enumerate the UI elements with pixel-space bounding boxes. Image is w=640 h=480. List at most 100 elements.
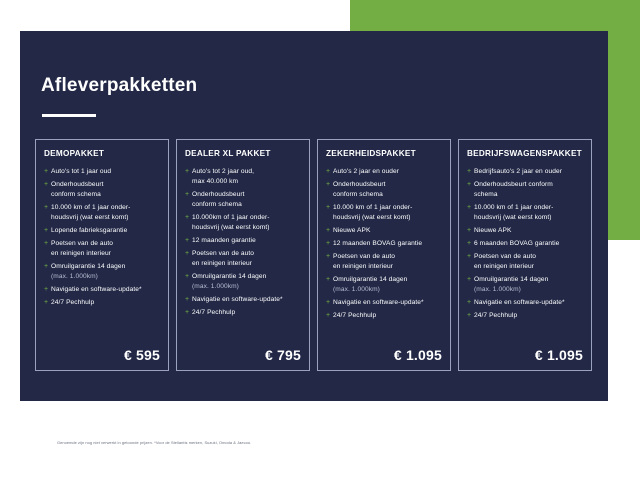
package-feature-line: conform schema — [192, 201, 242, 208]
package-price: € 595 — [123, 347, 160, 363]
package-feature-text: 6 maanden BOVAG garantie — [474, 239, 559, 249]
package-feature-item: + Poetsen van de auto en reinigen interieu… — [467, 252, 583, 272]
package-feature-text: Onderhoudsbeurt conform schema — [474, 180, 553, 200]
package-feature-text: Omruilgarantie 14 dagen (max. 1.000km) — [333, 275, 407, 295]
plus-bullet-icon: + — [326, 299, 331, 306]
package-feature-line: 10.000 km of 1 jaar onder- — [474, 204, 554, 211]
plus-bullet-icon: + — [185, 273, 190, 280]
package-feature-list: + Bedrijfsauto's 2 jaar en ouder + Onderhou… — [467, 167, 583, 339]
package-feature-line: Navigatie en software-update* — [51, 286, 142, 293]
package-feature-text: 12 maanden garantie — [192, 236, 256, 246]
package-feature-line: 12 maanden BOVAG garantie — [333, 240, 423, 247]
package-feature-text: Poetsen van de auto en reinigen interieur — [474, 252, 536, 272]
plus-bullet-icon: + — [326, 204, 331, 211]
package-feature-text: Navigatie en software-update* — [192, 295, 283, 305]
package-feature-item: + Omruilgarantie 14 dagen (max. 1.000km) — [467, 275, 583, 295]
package-feature-item: +12 maanden garantie — [185, 236, 301, 246]
package-feature-item: +12 maanden BOVAG garantie — [326, 239, 442, 249]
package-card[interactable]: DEMOPAKKET + Auto's tot 1 jaar oud + Onderho… — [35, 139, 169, 371]
package-feature-item: + Nieuwe APK — [326, 226, 442, 236]
plus-bullet-icon: + — [326, 227, 331, 234]
package-feature-line: (max. 1.000km) — [192, 283, 239, 290]
package-feature-line: 12 maanden garantie — [192, 237, 256, 244]
package-card-title: ZEKERHEIDSPAKKET — [326, 149, 416, 158]
package-feature-text: Onderhoudsbeurt conform schema — [333, 180, 386, 200]
package-feature-item: + Omruilgarantie 14 dagen (max. 1.000km) — [44, 262, 160, 282]
package-feature-line: conform schema — [51, 191, 101, 198]
package-feature-item: +10.000km of 1 jaar onder-houdsvrij (wat… — [185, 213, 301, 233]
plus-bullet-icon: + — [467, 276, 472, 283]
plus-bullet-icon: + — [467, 168, 472, 175]
package-feature-line: (max. 1.000km) — [51, 273, 98, 280]
plus-bullet-icon: + — [467, 299, 472, 306]
plus-bullet-icon: + — [44, 227, 49, 234]
package-feature-list: + Auto's tot 2 jaar oud, max 40.000 km + Ond… — [185, 167, 301, 339]
package-feature-line: Bedrijfsauto's 2 jaar en ouder — [474, 168, 562, 175]
package-feature-item: +24/7 Pechhulp — [185, 308, 301, 318]
package-feature-line: Nieuwe APK — [474, 227, 512, 234]
package-card[interactable]: DEALER XL PAKKET + Auto's tot 2 jaar oud, m… — [176, 139, 310, 371]
package-price: € 1.095 — [534, 347, 583, 363]
package-feature-item: + Navigatie en software-update* — [467, 298, 583, 308]
package-feature-item: + Omruilgarantie 14 dagen (max. 1.000km) — [326, 275, 442, 295]
package-feature-text: 10.000 km of 1 jaar onder-houdsvrij (wat… — [51, 203, 130, 223]
package-feature-item: + Navigatie en software-update* — [185, 295, 301, 305]
package-feature-line: Auto's tot 1 jaar oud — [51, 168, 112, 175]
plus-bullet-icon: + — [467, 181, 472, 188]
package-feature-item: +24/7 Pechhulp — [326, 311, 442, 321]
package-feature-line: houdsvrij (wat eerst komt) — [333, 214, 411, 221]
package-feature-line: en reinigen interieur — [474, 263, 534, 270]
package-feature-line: Auto's 2 jaar en ouder — [333, 168, 400, 175]
package-feature-item: + Bedrijfsauto's 2 jaar en ouder — [467, 167, 583, 177]
package-feature-text: 10.000 km of 1 jaar onder-houdsvrij (wat… — [333, 203, 412, 223]
package-feature-line: 10.000km of 1 jaar onder- — [192, 214, 270, 221]
green-accent-bar-side — [608, 32, 640, 240]
plus-bullet-icon: + — [467, 240, 472, 247]
package-feature-text: Nieuwe APK — [333, 226, 370, 236]
package-feature-item: + Onderhoudsbeurt conform schema — [326, 180, 442, 200]
plus-bullet-icon: + — [467, 253, 472, 260]
package-feature-text: Lopende fabrieksgarantie — [51, 226, 127, 236]
plus-bullet-icon: + — [467, 227, 472, 234]
package-feature-line: 10.000 km of 1 jaar onder- — [51, 204, 131, 211]
plus-bullet-icon: + — [185, 214, 190, 221]
package-feature-item: +10.000 km of 1 jaar onder-houdsvrij (wa… — [467, 203, 583, 223]
package-feature-line: Onderhoudsbeurt conform — [474, 181, 553, 188]
package-feature-text: Omruilgarantie 14 dagen (max. 1.000km) — [192, 272, 266, 292]
package-feature-line: Poetsen van de auto — [192, 250, 255, 257]
footnote-text: Genoemde zijn nog niet verwerkt in getoo… — [57, 440, 252, 445]
package-card[interactable]: ZEKERHEIDSPAKKET + Auto's 2 jaar en ouder +… — [317, 139, 451, 371]
package-feature-item: + Onderhoudsbeurt conform schema — [44, 180, 160, 200]
title-underline-rule — [42, 114, 96, 117]
package-feature-line: en reinigen interieur — [51, 250, 111, 257]
package-feature-line: max 40.000 km — [192, 178, 239, 185]
package-feature-text: Auto's tot 1 jaar oud — [51, 167, 111, 177]
package-feature-line: 24/7 Pechhulp — [51, 299, 95, 306]
plus-bullet-icon: + — [44, 168, 49, 175]
package-card-title: DEMOPAKKET — [44, 149, 105, 158]
package-card[interactable]: BEDRIJFSWAGENSPAKKET + Bedrijfsauto's 2 ja… — [458, 139, 592, 371]
package-feature-item: +10.000 km of 1 jaar onder-houdsvrij (wa… — [326, 203, 442, 223]
package-feature-line: conform schema — [333, 191, 383, 198]
package-feature-text: 24/7 Pechhulp — [51, 298, 94, 308]
package-feature-line: 6 maanden BOVAG garantie — [474, 240, 560, 247]
package-feature-item: +6 maanden BOVAG garantie — [467, 239, 583, 249]
package-feature-item: + Omruilgarantie 14 dagen (max. 1.000km) — [185, 272, 301, 292]
package-feature-item: + Lopende fabrieksgarantie — [44, 226, 160, 236]
package-feature-line: Poetsen van de auto — [51, 240, 114, 247]
package-feature-line: en reinigen interieur — [333, 263, 393, 270]
plus-bullet-icon: + — [326, 276, 331, 283]
package-feature-line: Omruilgarantie 14 dagen — [51, 263, 126, 270]
package-feature-line: (max. 1.000km) — [474, 286, 521, 293]
package-feature-item: + Auto's tot 1 jaar oud — [44, 167, 160, 177]
package-feature-list: + Auto's tot 1 jaar oud + Onderhoudsbeurt co… — [44, 167, 160, 339]
plus-bullet-icon: + — [44, 263, 49, 270]
package-feature-item: + Onderhoudsbeurt conform schema — [185, 190, 301, 210]
package-feature-text: Onderhoudsbeurt conform schema — [51, 180, 104, 200]
package-feature-text: Bedrijfsauto's 2 jaar en ouder — [474, 167, 562, 177]
package-feature-line: Navigatie en software-update* — [333, 299, 424, 306]
package-feature-text: 12 maanden BOVAG garantie — [333, 239, 422, 249]
package-card-title: DEALER XL PAKKET — [185, 149, 271, 158]
package-feature-line: Omruilgarantie 14 dagen — [333, 276, 408, 283]
plus-bullet-icon: + — [326, 168, 331, 175]
